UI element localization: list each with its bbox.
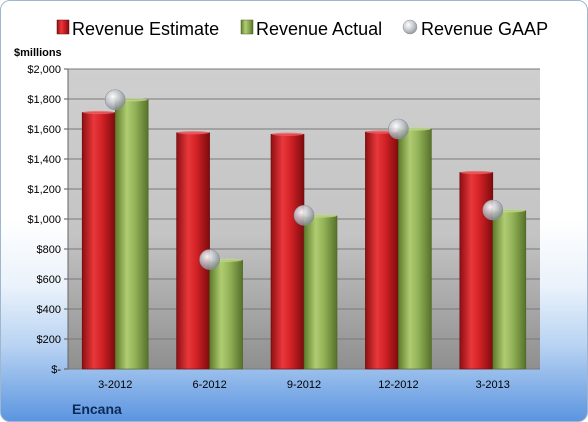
- x-tick-label: 6-2012: [192, 379, 226, 391]
- bar-revenue-estimate: [81, 112, 116, 370]
- x-tick-label: 3-2013: [476, 379, 510, 391]
- x-tick-label: 9-2012: [287, 379, 321, 391]
- bar-revenue-actual: [492, 210, 527, 370]
- x-tick-label: 3-2012: [98, 379, 132, 391]
- y-tick-label: $2,000: [27, 64, 61, 76]
- bar-revenue-estimate-top: [82, 110, 115, 115]
- y-tick-label: $200: [37, 334, 61, 346]
- legend-label-revenue-actual: Revenue Actual: [256, 19, 382, 39]
- gaap-points: [104, 89, 504, 270]
- bar-revenue-actual: [209, 259, 243, 370]
- point-revenue-gaap: [104, 89, 126, 111]
- y-axis-unit-label: $millions: [14, 47, 62, 59]
- legend-label-revenue-gaap: Revenue GAAP: [421, 19, 548, 39]
- bar-revenue-estimate-top: [460, 170, 493, 175]
- bar-revenue-actual: [303, 215, 338, 370]
- bars: [81, 98, 527, 370]
- bar-revenue-actual: [114, 99, 149, 370]
- point-revenue-gaap: [293, 204, 315, 226]
- y-tick-label: $400: [37, 304, 61, 316]
- y-tick-label: $600: [37, 274, 61, 286]
- legend: Revenue Estimate Revenue Actual Revenue …: [56, 19, 548, 39]
- y-tick-label: $1,600: [27, 124, 61, 136]
- x-axis-ticks: 3-2012 6-2012 9-2012 12-2012 3-2013: [98, 379, 510, 391]
- point-revenue-gaap: [482, 199, 504, 221]
- legend-swatch-revenue-estimate: [56, 19, 70, 35]
- point-revenue-gaap: [199, 249, 220, 270]
- y-tick-label: $1,200: [27, 184, 61, 196]
- y-tick-label: $1,000: [27, 214, 61, 226]
- company-name: Encana: [72, 401, 122, 417]
- legend-marker-revenue-gaap: [402, 19, 418, 35]
- y-tick-label: $-: [51, 364, 61, 376]
- bar-revenue-estimate-top: [177, 131, 210, 135]
- y-axis-ticks: $- $200 $400 $600 $800 $1,000 $1,200 $1,400 $1,6…: [27, 64, 69, 376]
- y-tick-label: $1,400: [27, 154, 61, 166]
- point-revenue-gaap: [388, 118, 409, 140]
- legend-swatch-revenue-actual: [240, 19, 254, 35]
- y-tick-label: $800: [37, 244, 61, 256]
- bar-revenue-actual: [398, 128, 432, 370]
- y-tick-label: $1,800: [27, 94, 61, 106]
- bar-revenue-estimate: [365, 131, 399, 370]
- bar-revenue-estimate: [270, 133, 305, 370]
- bar-revenue-estimate-top: [271, 132, 304, 136]
- legend-label-revenue-estimate: Revenue Estimate: [72, 19, 219, 39]
- x-tick-label: 12-2012: [378, 379, 418, 391]
